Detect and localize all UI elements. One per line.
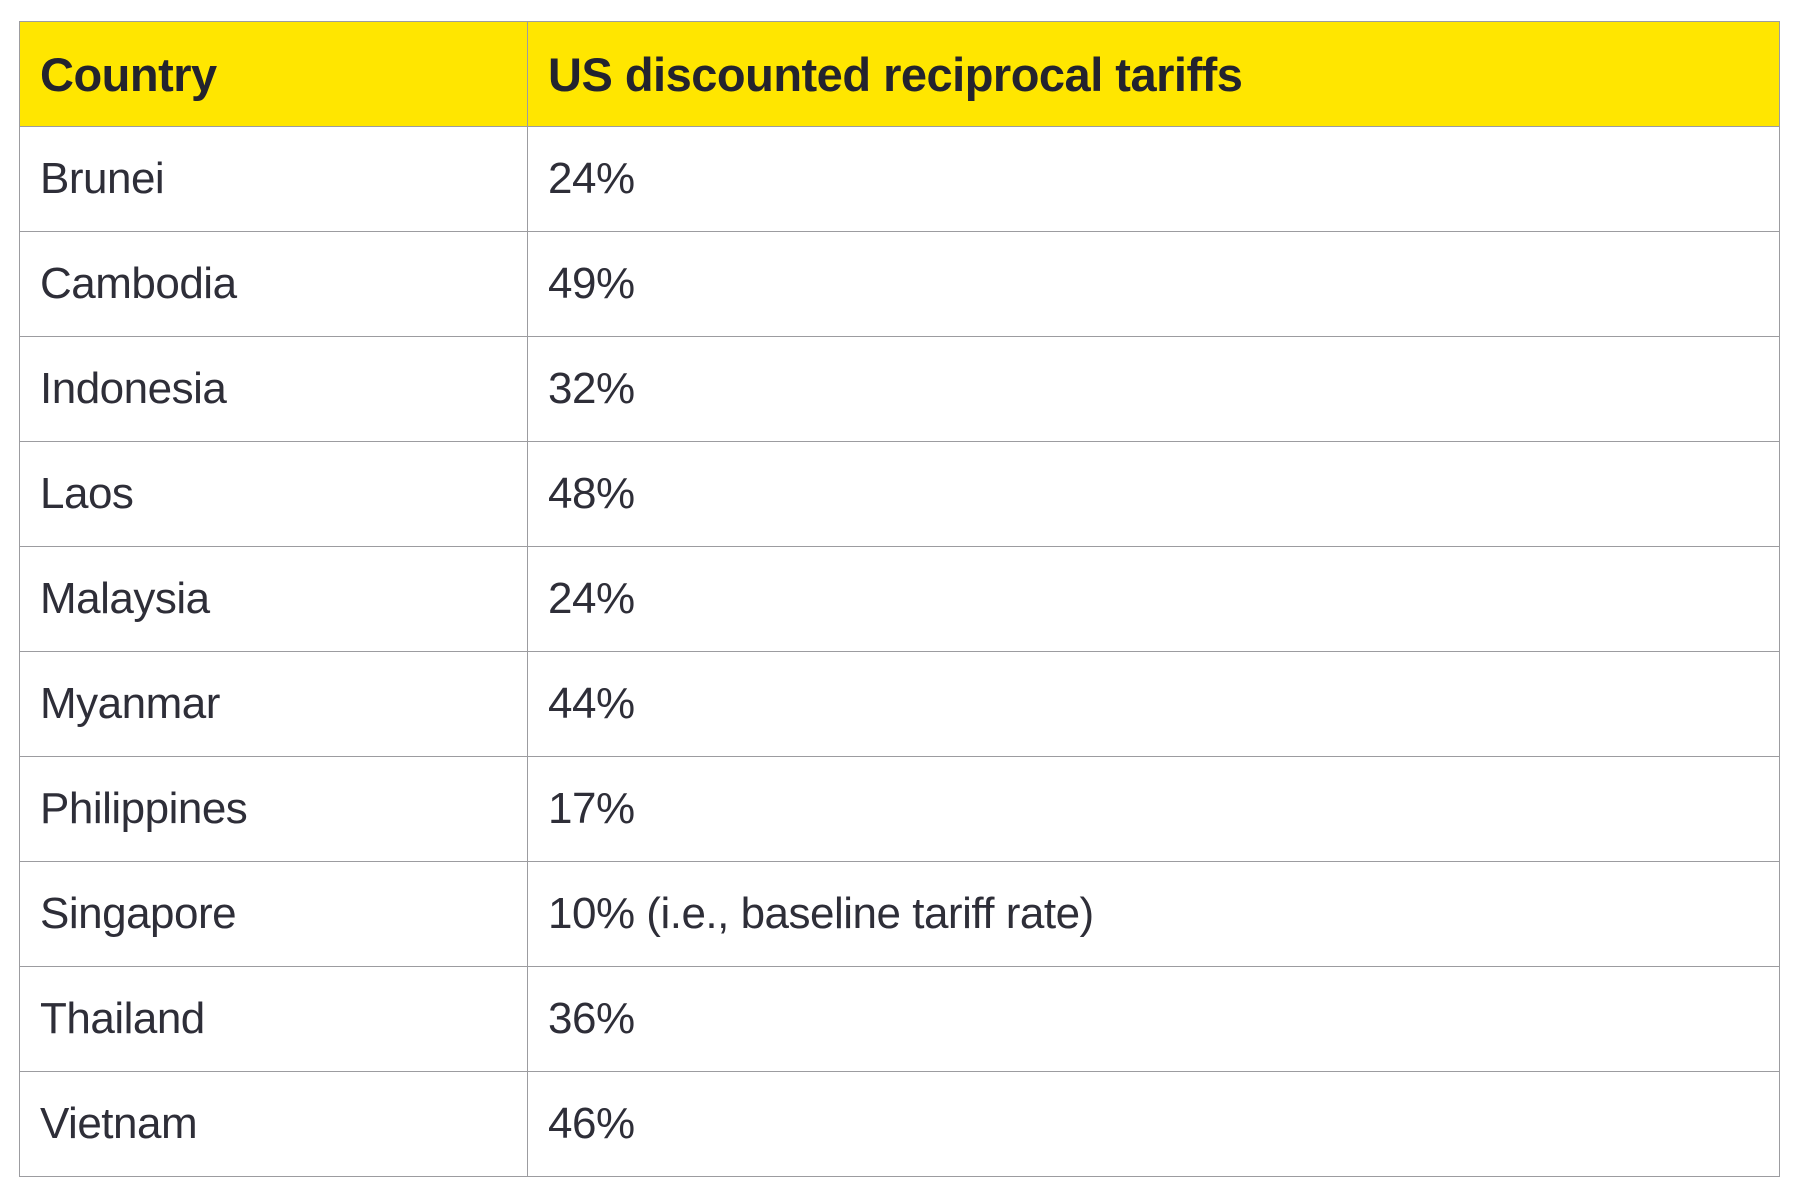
tariff-table-body: Brunei 24% Cambodia 49% Indonesia 32% La…	[19, 126, 1780, 1177]
tariff-cell: 24%	[527, 126, 1780, 232]
country-cell: Singapore	[19, 861, 528, 967]
tariff-cell: 10% (i.e., baseline tariff rate)	[527, 861, 1780, 967]
country-cell: Thailand	[19, 966, 528, 1072]
table-row: Philippines 17%	[19, 756, 1780, 862]
tariff-table-header: Country US discounted reciprocal tariffs	[19, 21, 1780, 127]
table-row: Brunei 24%	[19, 126, 1780, 232]
header-cell-country: Country	[19, 21, 528, 127]
country-cell: Philippines	[19, 756, 528, 862]
table-row: Singapore 10% (i.e., baseline tariff rat…	[19, 861, 1780, 967]
tariff-cell: 17%	[527, 756, 1780, 862]
country-cell: Cambodia	[19, 231, 528, 337]
tariff-cell: 49%	[527, 231, 1780, 337]
table-row: Thailand 36%	[19, 966, 1780, 1072]
tariff-cell: 24%	[527, 546, 1780, 652]
table-row: Malaysia 24%	[19, 546, 1780, 652]
table-row: Laos 48%	[19, 441, 1780, 547]
country-cell: Malaysia	[19, 546, 528, 652]
country-cell: Vietnam	[19, 1071, 528, 1177]
header-row: Country US discounted reciprocal tariffs	[19, 21, 1780, 127]
country-cell: Indonesia	[19, 336, 528, 442]
table-row: Indonesia 32%	[19, 336, 1780, 442]
tariff-cell: 48%	[527, 441, 1780, 547]
tariff-cell: 44%	[527, 651, 1780, 757]
table-row: Myanmar 44%	[19, 651, 1780, 757]
tariff-cell: 36%	[527, 966, 1780, 1072]
table-row: Vietnam 46%	[19, 1071, 1780, 1177]
tariff-table: Country US discounted reciprocal tariffs…	[19, 21, 1780, 1177]
country-cell: Brunei	[19, 126, 528, 232]
tariff-cell: 46%	[527, 1071, 1780, 1177]
country-cell: Myanmar	[19, 651, 528, 757]
country-cell: Laos	[19, 441, 528, 547]
tariff-cell: 32%	[527, 336, 1780, 442]
header-cell-tariff: US discounted reciprocal tariffs	[527, 21, 1780, 127]
table-row: Cambodia 49%	[19, 231, 1780, 337]
